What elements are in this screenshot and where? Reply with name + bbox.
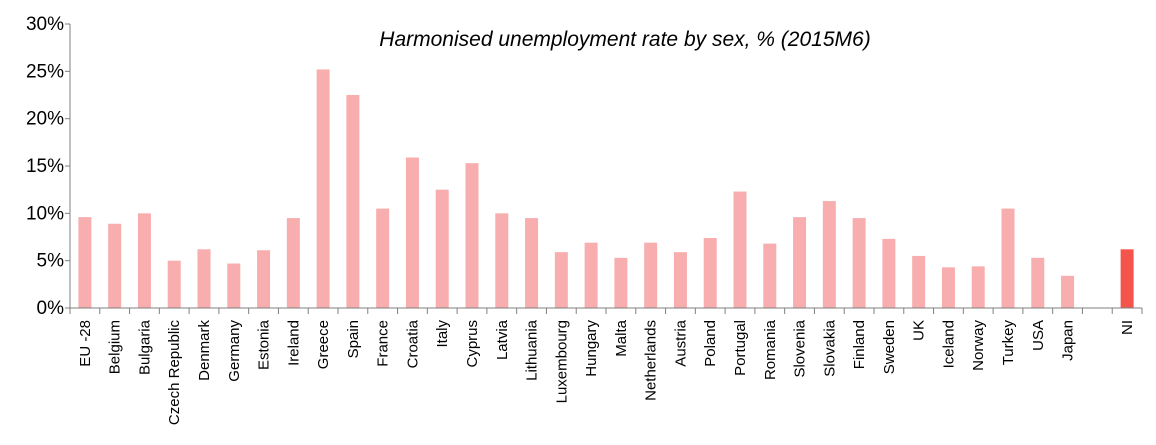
- x-tick-label: Netherlands: [643, 320, 660, 401]
- bar-sweden: [882, 238, 896, 308]
- bar-hungary: [584, 242, 598, 308]
- bar-greece: [316, 69, 330, 308]
- bar-croatia: [405, 157, 419, 308]
- bar-belgium: [108, 223, 122, 308]
- bar-malta: [614, 257, 628, 308]
- x-axis: EU -28 Belgium Bulgaria Czech Republic Denma…: [69, 307, 1143, 426]
- bar-eu-28: [78, 217, 92, 308]
- y-tick-label: 30%: [26, 14, 64, 35]
- x-tick-label: Turkey: [1000, 320, 1017, 366]
- x-tick-label: Sweden: [881, 320, 898, 374]
- x-tick-label: Malta: [613, 319, 630, 356]
- y-tick-label: 10%: [26, 203, 64, 224]
- x-tick-label: Slovenia: [792, 319, 809, 377]
- bar-portugal: [733, 191, 747, 308]
- x-tick-label: Portugal: [732, 320, 749, 376]
- bar-japan: [1061, 275, 1075, 308]
- x-tick-label: Poland: [702, 320, 719, 367]
- y-tick-label: 25%: [26, 61, 64, 82]
- bar-slovakia: [822, 201, 836, 308]
- bar-italy: [435, 189, 449, 308]
- bar-denmark: [197, 249, 211, 308]
- x-tick-label: Belgium: [107, 320, 124, 374]
- x-tick-label: Greece: [315, 320, 332, 369]
- x-tick-label: Germany: [226, 320, 243, 382]
- x-tick-label: Luxembourg: [553, 320, 570, 403]
- x-tick-label: France: [375, 320, 392, 367]
- x-tick-label: Spain: [345, 320, 362, 358]
- x-tick-label: Bulgaria: [136, 319, 153, 375]
- bar-usa: [1031, 257, 1045, 308]
- bar-norway: [971, 266, 985, 308]
- bar-iceland: [941, 267, 955, 308]
- x-tick-label: Czech Republic: [166, 320, 183, 426]
- x-tick-label: Norway: [970, 320, 987, 371]
- bar-netherlands: [644, 242, 658, 308]
- x-tick-label: EU -28: [77, 320, 94, 367]
- x-tick-label: UK: [911, 320, 928, 341]
- x-tick-label: Slovakia: [821, 319, 838, 376]
- bar-romania: [763, 243, 777, 308]
- bar-turkey: [1001, 208, 1015, 308]
- chart-title: Harmonised unemployment rate by sex, % (…: [379, 28, 870, 51]
- y-tick-label: 5%: [37, 251, 65, 272]
- x-tick-label: Italy: [434, 320, 451, 348]
- bar-france: [376, 208, 390, 308]
- bar-ireland: [286, 218, 300, 308]
- y-tick-label: 15%: [26, 156, 64, 177]
- x-tick-label: Denmark: [196, 320, 213, 381]
- x-tick-label: Romania: [762, 319, 779, 380]
- x-tick-label: Cyprus: [464, 320, 481, 368]
- x-tick-label: Iceland: [940, 320, 957, 368]
- bar-lithuania: [525, 218, 539, 308]
- bar-germany: [227, 263, 241, 308]
- bar-cyprus: [465, 163, 479, 308]
- bar-latvia: [495, 213, 509, 308]
- bar-spain: [346, 95, 360, 308]
- x-tick-label: Croatia: [404, 319, 421, 368]
- x-tick-label: Hungary: [583, 320, 600, 377]
- x-tick-label: Ireland: [285, 320, 302, 366]
- x-tick-label: Lithuania: [524, 319, 541, 381]
- bars: [78, 69, 1134, 308]
- x-tick-label: Japan: [1060, 320, 1077, 361]
- x-tick-label: NI: [1119, 320, 1136, 335]
- bar-finland: [852, 218, 866, 308]
- bar-austria: [673, 252, 687, 308]
- bar-luxembourg: [554, 252, 568, 308]
- bar-slovenia: [793, 217, 807, 308]
- bar-uk: [912, 255, 926, 308]
- bar-estonia: [257, 250, 271, 308]
- y-axis: 0% 5% 10% 15% 20% 25% 30%: [26, 14, 71, 319]
- x-tick-label: Finland: [851, 320, 868, 369]
- bar-poland: [703, 237, 717, 308]
- x-tick-label: Latvia: [494, 319, 511, 360]
- y-tick-label: 0%: [37, 298, 65, 319]
- bar-ni: [1120, 249, 1134, 308]
- y-tick-label: 20%: [26, 109, 64, 130]
- x-tick-label: USA: [1030, 320, 1047, 351]
- bar-czech-republic: [167, 260, 181, 308]
- x-tick-label: Austria: [672, 319, 689, 366]
- x-tick-label: Estonia: [256, 319, 273, 370]
- bar-bulgaria: [137, 213, 151, 308]
